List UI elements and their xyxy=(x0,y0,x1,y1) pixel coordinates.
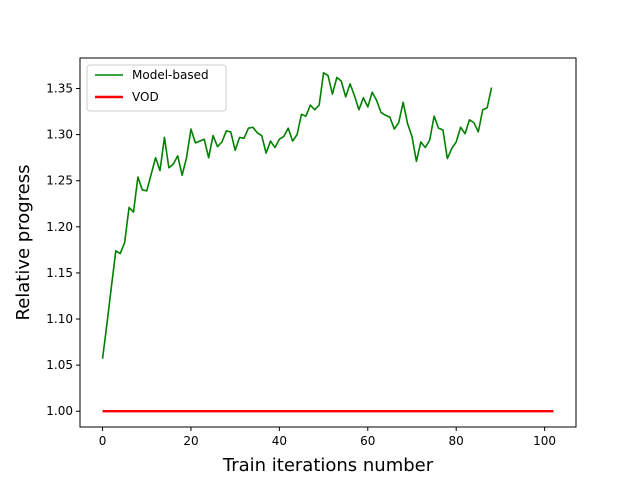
plot-area xyxy=(80,58,576,427)
legend: Model-based VOD xyxy=(86,64,227,112)
y-tick-label: 1.00 xyxy=(46,404,73,418)
y-tick-label: 1.25 xyxy=(46,174,73,188)
x-tick-label: 40 xyxy=(272,434,287,448)
y-tick-label: 1.10 xyxy=(46,312,73,326)
x-tick-label: 100 xyxy=(533,434,556,448)
x-tick-label: 0 xyxy=(99,434,107,448)
y-tick-label: 1.20 xyxy=(46,220,73,234)
legend-box xyxy=(86,64,227,112)
plot-frame xyxy=(79,57,577,428)
series-layer xyxy=(101,72,554,413)
y-tick-label: 1.15 xyxy=(46,266,73,280)
x-axis-label: Train iterations number xyxy=(222,455,434,476)
legend-label: VOD xyxy=(132,90,159,104)
series-line-model-based xyxy=(101,72,493,359)
legend-label: Model-based xyxy=(132,68,209,82)
x-tick-label: 20 xyxy=(183,434,198,448)
x-axis-ticks: 0 20 40 60 80 100 xyxy=(99,427,556,448)
x-tick-label: 80 xyxy=(449,434,464,448)
y-tick-label: 1.30 xyxy=(46,128,73,142)
y-axis-ticks: 1.00 1.05 1.10 1.15 1.20 1.25 1.30 1.35 xyxy=(46,82,80,418)
x-tick-label: 60 xyxy=(360,434,375,448)
y-axis-label: Relative progress xyxy=(13,164,34,320)
y-tick-label: 1.05 xyxy=(46,358,73,372)
y-tick-label: 1.35 xyxy=(46,82,73,96)
